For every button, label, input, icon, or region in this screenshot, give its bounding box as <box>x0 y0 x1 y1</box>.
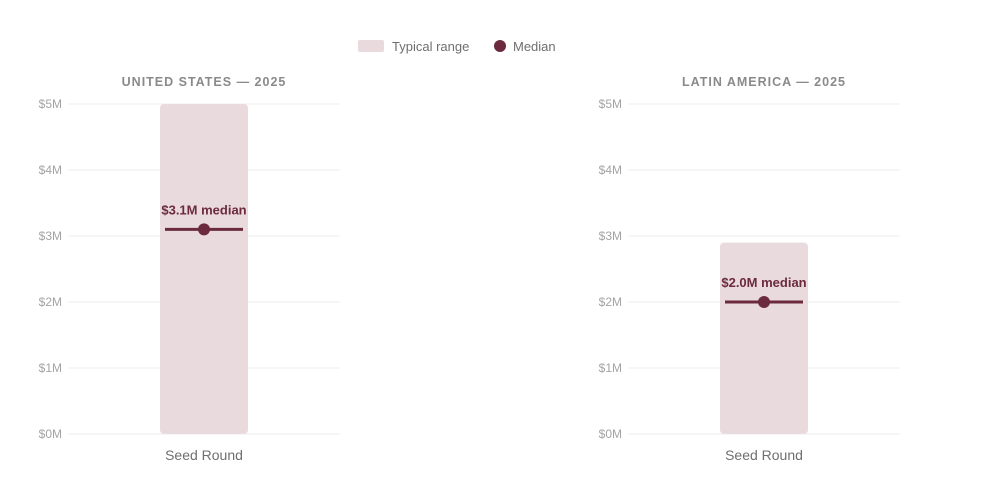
range-bar <box>160 104 248 434</box>
median-label: $2.0M median <box>721 275 806 290</box>
y-tick-label: $5M <box>599 97 622 111</box>
y-tick-label: $2M <box>599 295 622 309</box>
legend-range-swatch <box>358 40 384 52</box>
category-label: Seed Round <box>165 447 243 463</box>
y-tick-label: $4M <box>39 163 62 177</box>
y-tick-label: $2M <box>39 295 62 309</box>
y-tick-label: $1M <box>599 361 622 375</box>
chart-panel: LATIN AMERICA — 2025 $0M $1M $2M $3M $4M $5M $2… <box>599 75 900 463</box>
y-tick-label: $3M <box>39 229 62 243</box>
legend-median-label: Median <box>513 39 556 54</box>
median-dot <box>758 296 770 308</box>
y-tick-label: $3M <box>599 229 622 243</box>
y-tick-label: $1M <box>39 361 62 375</box>
chart-panels: UNITED STATES — 2025 $0M $1M $2M $3M $4M $5M $3… <box>39 75 900 463</box>
y-tick-label: $0M <box>599 427 622 441</box>
legend-median-swatch <box>494 40 506 52</box>
panel-title: UNITED STATES — 2025 <box>122 75 287 89</box>
chart-panel: UNITED STATES — 2025 $0M $1M $2M $3M $4M $5M $3… <box>39 75 340 463</box>
y-tick-label: $4M <box>599 163 622 177</box>
y-tick-label: $5M <box>39 97 62 111</box>
category-label: Seed Round <box>725 447 803 463</box>
legend: Typical range Median <box>358 39 556 54</box>
median-label: $3.1M median <box>161 202 246 217</box>
y-tick-label: $0M <box>39 427 62 441</box>
median-dot <box>198 223 210 236</box>
range-bar <box>720 242 808 434</box>
panel-title: LATIN AMERICA — 2025 <box>682 75 846 89</box>
legend-range-label: Typical range <box>392 39 469 54</box>
